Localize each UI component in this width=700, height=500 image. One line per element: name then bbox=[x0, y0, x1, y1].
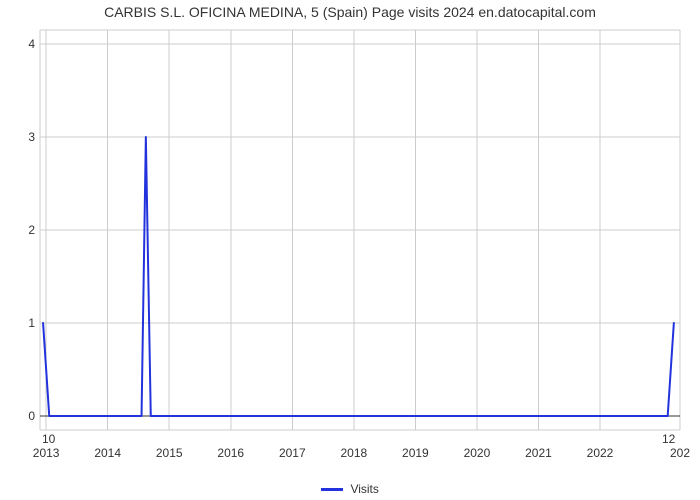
x-tick-label: 2018 bbox=[340, 446, 367, 460]
x-tick-label: 2013 bbox=[33, 446, 60, 460]
chart-gridlines bbox=[40, 30, 680, 430]
x-tick-label: 2017 bbox=[279, 446, 306, 460]
x-tick-label: 2022 bbox=[587, 446, 614, 460]
y-tick-label: 0 bbox=[15, 409, 35, 423]
chart-title: CARBIS S.L. OFICINA MEDINA, 5 (Spain) Pa… bbox=[0, 4, 700, 20]
first-value-label: 10 bbox=[42, 432, 55, 446]
chart-legend: Visits bbox=[0, 481, 700, 496]
y-tick-label: 3 bbox=[15, 130, 35, 144]
y-tick-label: 2 bbox=[15, 223, 35, 237]
x-tick-label: 2015 bbox=[156, 446, 183, 460]
x-tick-label: 2016 bbox=[217, 446, 244, 460]
x-tick-label: 2014 bbox=[94, 446, 121, 460]
y-tick-label: 4 bbox=[15, 37, 35, 51]
x-tick-label-truncated: 202 bbox=[670, 446, 690, 460]
x-tick-label: 2020 bbox=[464, 446, 491, 460]
legend-swatch bbox=[321, 488, 343, 491]
chart-series bbox=[43, 137, 674, 416]
y-tick-label: 1 bbox=[15, 316, 35, 330]
legend-label: Visits bbox=[350, 482, 378, 496]
series-line-visits bbox=[43, 137, 674, 416]
x-tick-label: 2019 bbox=[402, 446, 429, 460]
last-value-label: 12 bbox=[662, 432, 675, 446]
chart-plot-area bbox=[40, 30, 680, 430]
x-tick-label: 2021 bbox=[525, 446, 552, 460]
